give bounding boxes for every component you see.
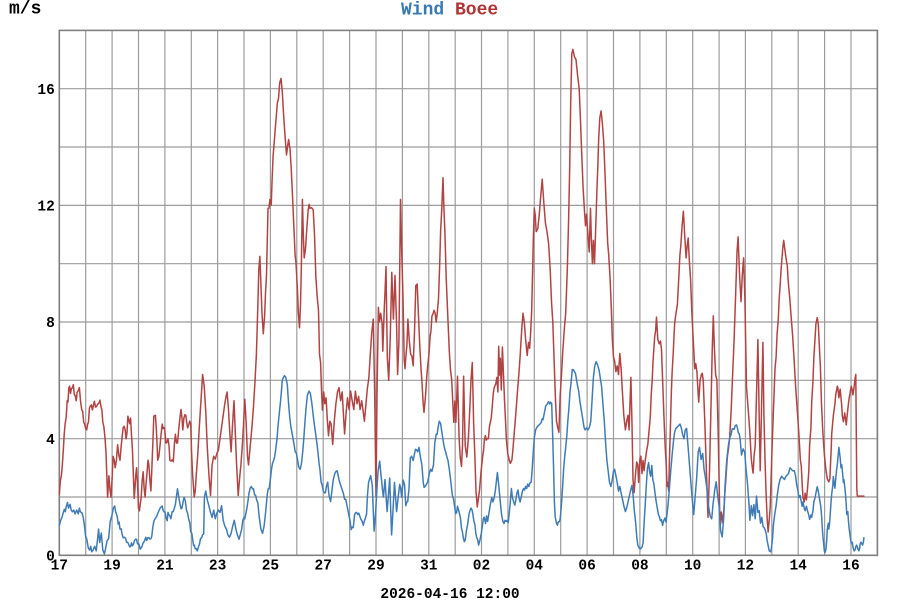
svg-text:12: 12	[737, 559, 754, 575]
svg-text:17: 17	[51, 559, 68, 575]
svg-text:0: 0	[46, 550, 55, 566]
svg-text:4: 4	[46, 433, 55, 449]
svg-text:31: 31	[420, 559, 438, 575]
svg-text:04: 04	[526, 559, 544, 575]
svg-text:m/s: m/s	[9, 0, 41, 20]
svg-text:23: 23	[209, 559, 226, 575]
svg-text:27: 27	[314, 559, 331, 575]
svg-text:12: 12	[37, 200, 54, 216]
svg-text:06: 06	[578, 559, 595, 575]
svg-text:29: 29	[367, 559, 384, 575]
svg-text:16: 16	[37, 83, 54, 99]
svg-text:21: 21	[156, 559, 174, 575]
svg-text:2026-04-16 12:00: 2026-04-16 12:00	[380, 587, 519, 600]
svg-text:16: 16	[842, 559, 859, 575]
svg-text:8: 8	[46, 316, 55, 332]
svg-text:19: 19	[103, 559, 120, 575]
svg-text:08: 08	[631, 559, 648, 575]
svg-text:25: 25	[262, 559, 279, 575]
svg-text:02: 02	[473, 559, 490, 575]
svg-text:10: 10	[684, 559, 701, 575]
svg-text:Wind: Wind	[401, 1, 444, 21]
svg-text:Boee: Boee	[455, 1, 498, 21]
svg-text:14: 14	[789, 559, 807, 575]
